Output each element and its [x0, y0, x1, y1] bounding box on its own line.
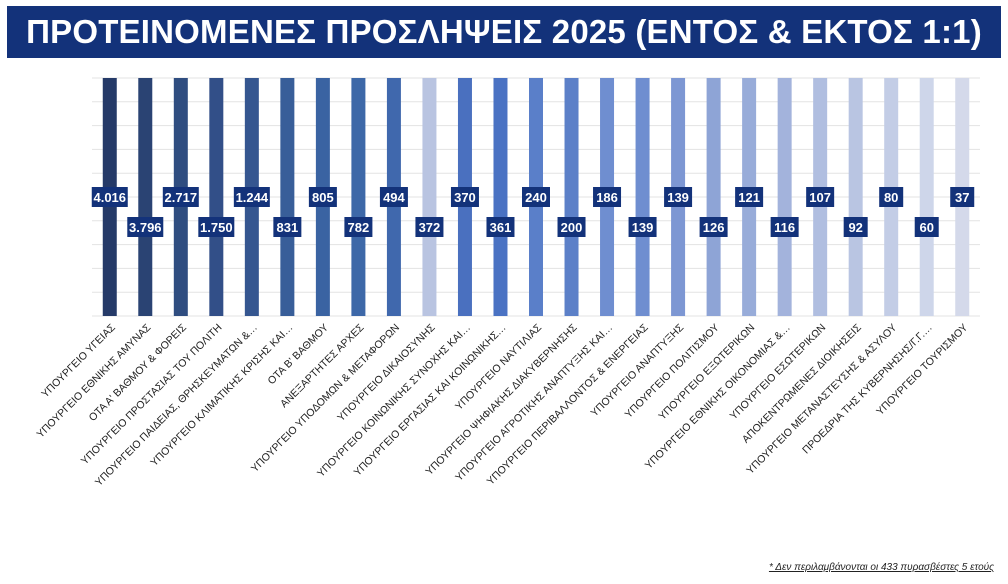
- data-label-text: 80: [884, 190, 898, 205]
- data-label: 805: [308, 187, 337, 207]
- data-label-text: 60: [919, 220, 933, 235]
- data-label-box: [450, 187, 479, 207]
- data-label-text: 92: [848, 220, 862, 235]
- data-label-text: 361: [490, 220, 512, 235]
- data-label-text: 1.750: [200, 220, 233, 235]
- data-label-box: [415, 217, 444, 237]
- data-label-box: [628, 217, 657, 237]
- data-label: 494: [379, 187, 408, 207]
- bar: [919, 78, 934, 316]
- data-label-box: [379, 187, 408, 207]
- data-label: 92: [843, 217, 868, 237]
- category-label: ΥΠΟΥΡΓΕΙΟ ΠΕΡΙΒΑΛΛΟΝΤΟΣ & ΕΝΕΡΓΕΙΑΣ: [485, 321, 651, 487]
- data-label: 370: [450, 187, 479, 207]
- data-label: 121: [735, 187, 764, 207]
- data-label: 831: [273, 217, 302, 237]
- data-label-text: 139: [632, 220, 654, 235]
- data-label-box: [127, 217, 164, 237]
- data-label-text: 831: [277, 220, 299, 235]
- data-label-text: 782: [348, 220, 370, 235]
- data-label-text: 116: [774, 220, 795, 235]
- data-label-text: 370: [454, 190, 476, 205]
- data-label-box: [486, 217, 515, 237]
- data-label: 4.016: [91, 187, 128, 207]
- data-label-text: 37: [955, 190, 969, 205]
- data-label: 126: [699, 217, 728, 237]
- data-label-box: [162, 187, 199, 207]
- data-label: 372: [415, 217, 444, 237]
- data-label: 139: [664, 187, 693, 207]
- data-label-box: [198, 217, 235, 237]
- data-label-text: 2.717: [165, 190, 198, 205]
- data-label-text: 372: [419, 220, 441, 235]
- data-label-text: 3.796: [129, 220, 162, 235]
- title-banner: ΠΡΟΤΕΙΝΟΜΕΝΕΣ ΠΡΟΣΛΗΨΕΙΣ 2025 (ΕΝΤΟΣ & Ε…: [7, 6, 1001, 58]
- data-label: 116: [770, 217, 799, 237]
- data-label-box: [699, 217, 728, 237]
- data-label-box: [344, 217, 373, 237]
- data-label-text: 139: [667, 190, 689, 205]
- footnote: * Δεν περιλαμβάνονται οι 433 πυρασβέστες…: [769, 562, 994, 573]
- data-label-box: [273, 217, 302, 237]
- bar: [635, 78, 650, 316]
- footnote-text: * Δεν περιλαμβάνονται οι 433 πυρασβέστες…: [768, 562, 994, 573]
- data-label: 139: [628, 217, 657, 237]
- data-label-text: 200: [561, 220, 583, 235]
- data-label-box: [879, 187, 904, 207]
- data-label-box: [735, 187, 764, 207]
- bar: [138, 78, 153, 316]
- data-label: 60: [914, 217, 939, 237]
- data-label-box: [843, 217, 868, 237]
- data-label-text: 186: [596, 190, 618, 205]
- data-label-text: 126: [703, 220, 725, 235]
- data-label-text: 121: [738, 190, 760, 205]
- bar: [848, 78, 863, 316]
- data-label-box: [233, 187, 270, 207]
- category-label: ΥΠΟΥΡΓΕΙΟ ΠΑΙΔΕΙΑΣ, ΘΡΗΣΚΕΥΜΑΤΩΝ &…: [93, 322, 260, 489]
- bar: [493, 78, 508, 316]
- data-label: 3.796: [127, 217, 164, 237]
- data-label-text: 4.016: [93, 190, 126, 205]
- data-label: 186: [593, 187, 622, 207]
- data-label: 37: [950, 187, 975, 207]
- data-label-text: 240: [525, 190, 547, 205]
- chart-title: ΠΡΟΤΕΙΝΟΜΕΝΕΣ ΠΡΟΣΛΗΨΕΙΣ 2025 (ΕΝΤΟΣ & Ε…: [26, 13, 982, 50]
- data-label: 1.750: [198, 217, 235, 237]
- bar: [209, 78, 224, 316]
- data-label: 240: [522, 187, 550, 207]
- data-label-box: [522, 187, 550, 207]
- bar: [351, 78, 366, 316]
- data-label-box: [91, 187, 128, 207]
- data-label-box: [770, 217, 799, 237]
- data-label: 782: [344, 217, 373, 237]
- data-labels: 4.0163.7962.7171.7501.244831805782494372…: [91, 187, 975, 237]
- data-label-box: [593, 187, 622, 207]
- data-label: 107: [806, 187, 835, 207]
- data-label: 200: [557, 217, 586, 237]
- category-label: ΠΡΟΕΔΡΙΑ ΤΗΣ ΚΥΒΕΡΝΗΣΗΣ/Γ.Γ.…: [800, 322, 935, 457]
- bar: [422, 78, 437, 316]
- data-label-box: [308, 187, 337, 207]
- bar: [706, 78, 721, 316]
- bar: [564, 78, 579, 316]
- data-label-box: [950, 187, 975, 207]
- data-label: 2.717: [162, 187, 199, 207]
- bar: [280, 78, 295, 316]
- data-label: 80: [879, 187, 904, 207]
- data-label-text: 494: [383, 190, 405, 205]
- data-label-box: [914, 217, 939, 237]
- data-label-text: 107: [809, 190, 831, 205]
- data-label-text: 805: [312, 190, 334, 205]
- data-label: 1.244: [233, 187, 270, 207]
- data-label-text: 1.244: [236, 190, 269, 205]
- data-label: 361: [486, 217, 515, 237]
- bar: [777, 78, 792, 316]
- data-label-box: [664, 187, 693, 207]
- data-label-box: [806, 187, 835, 207]
- data-label-box: [557, 217, 586, 237]
- category-label: ΟΤΑ Β' ΒΑΘΜΟΥ: [266, 322, 331, 387]
